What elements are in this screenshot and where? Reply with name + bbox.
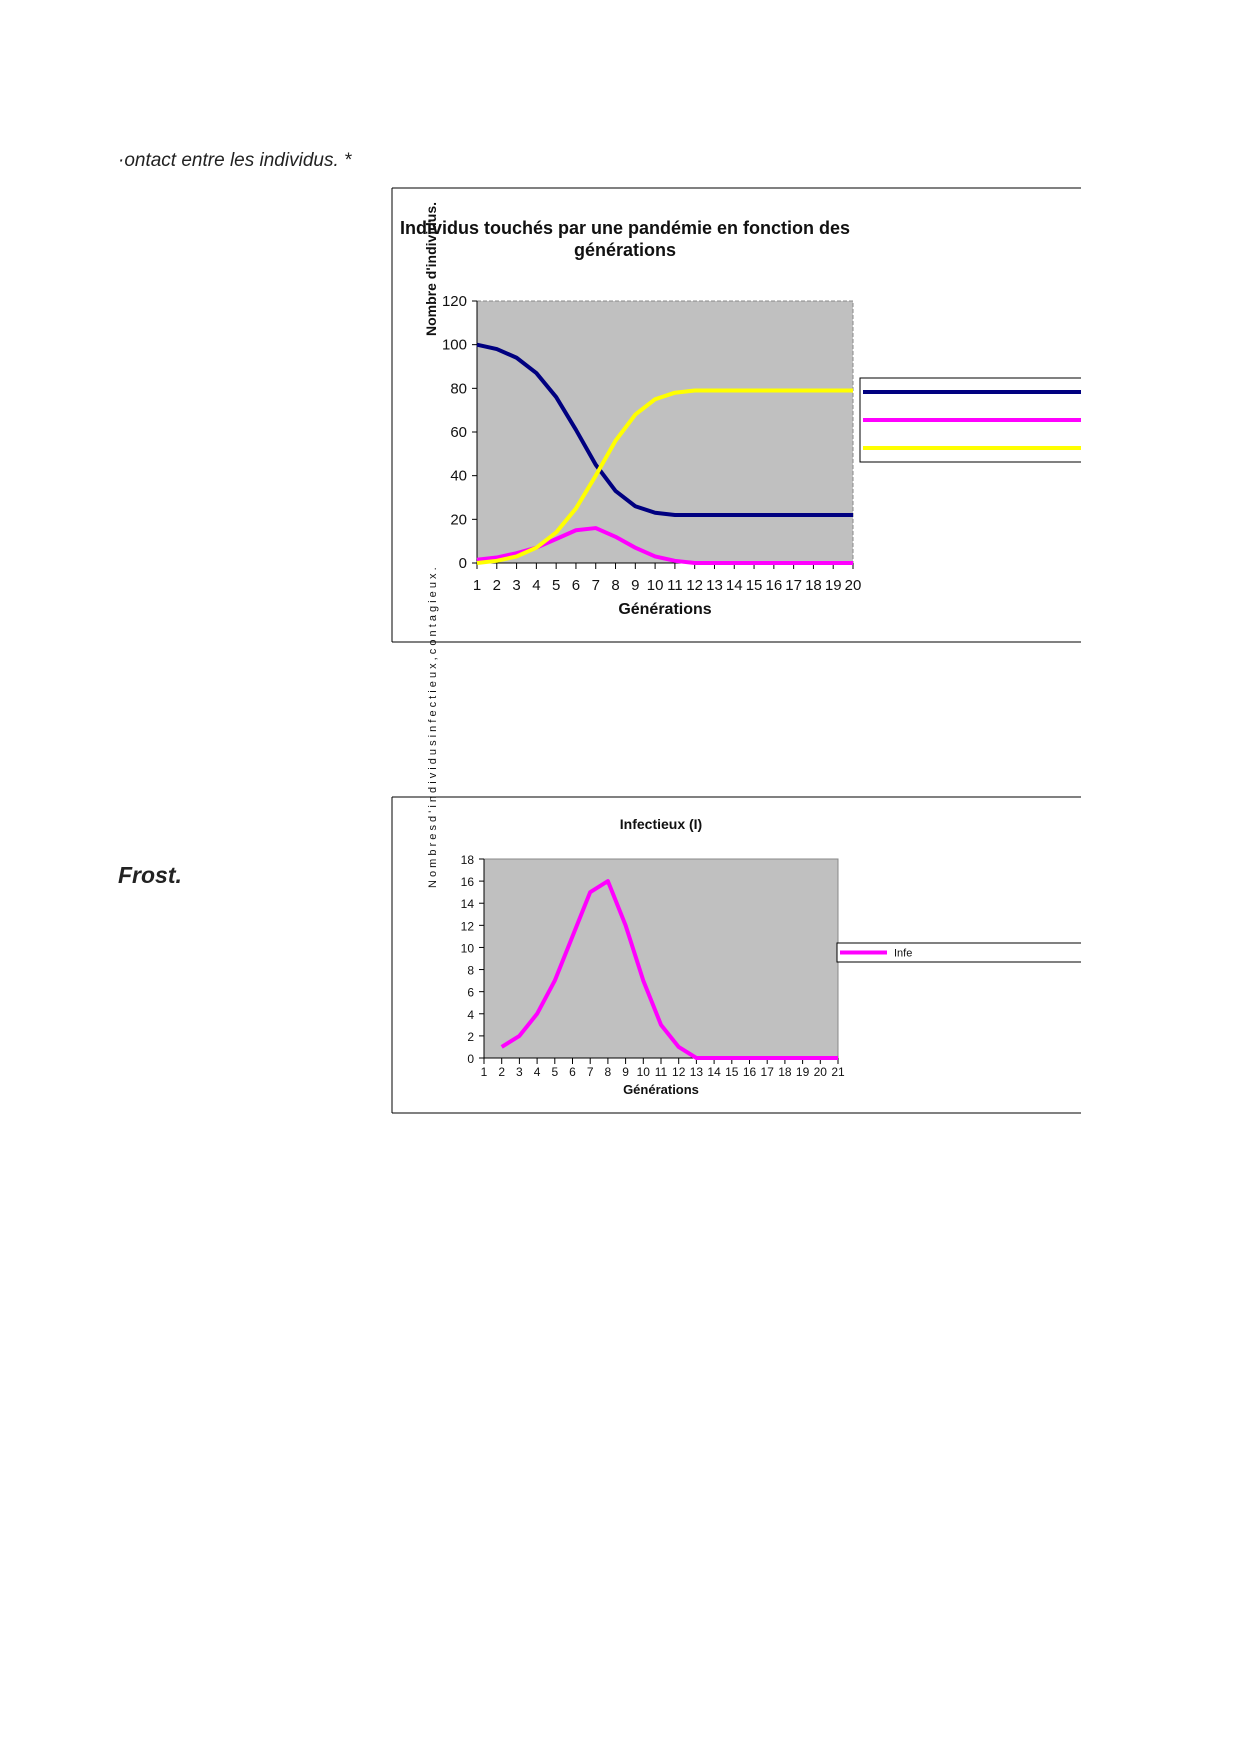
x-tick-label: 15 <box>725 1065 739 1079</box>
x-tick-label: 21 <box>831 1065 845 1079</box>
x-tick-label: 5 <box>552 577 560 594</box>
legend-label: Infe <box>894 948 912 960</box>
x-tick-label: 4 <box>534 1065 541 1079</box>
x-tick-label: 20 <box>845 577 862 594</box>
y-tick-label: 14 <box>461 897 475 911</box>
y-tick-label: 0 <box>459 555 467 572</box>
y-tick-label: 40 <box>450 468 467 485</box>
y-tick-label: 2 <box>467 1030 474 1044</box>
x-tick-label: 11 <box>667 577 683 594</box>
y-tick-label: 16 <box>461 875 475 889</box>
y-tick-label: 20 <box>450 511 467 528</box>
y-tick-label: 6 <box>467 986 474 1000</box>
x-tick-label: 2 <box>493 577 501 594</box>
frost-text: Frost. <box>118 862 182 888</box>
x-tick-label: 9 <box>631 577 639 594</box>
x-tick-label: 8 <box>605 1065 612 1079</box>
y-tick-label: 4 <box>467 1008 474 1022</box>
y-tick-label: 120 <box>442 293 467 310</box>
series-line-R <box>476 388 853 565</box>
y-tick-label: 80 <box>450 380 467 397</box>
x-tick-label: 1 <box>481 1065 488 1079</box>
x-tick-label: 18 <box>805 577 822 594</box>
y-tick-label: 10 <box>461 941 475 955</box>
x-tick-label: 6 <box>569 1065 576 1079</box>
x-tick-label: 20 <box>814 1065 828 1079</box>
chart-title: Individus touchés par une pandémie en fo… <box>400 218 850 238</box>
y-axis-label-main: Nombre d'individus. <box>423 202 439 336</box>
x-tick-label: 17 <box>785 577 802 594</box>
x-tick-label: 8 <box>611 577 619 594</box>
x-tick-label: 10 <box>647 577 664 594</box>
y-tick-label: 100 <box>442 337 467 354</box>
y-tick-label: 12 <box>461 919 475 933</box>
x-tick-label: 7 <box>592 577 600 594</box>
x-tick-label: 14 <box>707 1065 721 1079</box>
x-tick-label: 5 <box>551 1065 558 1079</box>
x-tick-label: 3 <box>512 577 520 594</box>
series-line-Infe <box>500 879 838 1060</box>
x-tick-label: 17 <box>761 1065 775 1079</box>
x-tick-label: 11 <box>655 1065 668 1079</box>
legend-box <box>836 942 1081 963</box>
x-tick-label: 14 <box>726 577 743 594</box>
y-axis-label-infectious: N o m b r e s d ' i n d i v i d u s i n … <box>427 567 439 888</box>
intro-text: ·ontact entre les individus. * <box>118 150 352 171</box>
x-tick-label: 19 <box>796 1065 810 1079</box>
x-tick-label: 4 <box>532 577 540 594</box>
plot-area <box>483 858 839 1059</box>
x-tick-label: 2 <box>498 1065 505 1079</box>
x-tick-label: 3 <box>516 1065 523 1079</box>
chart-title: Infectieux (I) <box>620 816 702 832</box>
x-tick-label: 12 <box>686 577 703 594</box>
x-axis-label: Générations <box>623 1082 699 1097</box>
x-tick-label: 16 <box>743 1065 757 1079</box>
x-tick-label: 15 <box>746 577 763 594</box>
series-line-S <box>476 342 853 517</box>
x-tick-label: 13 <box>690 1065 704 1079</box>
x-tick-label: 16 <box>765 577 782 594</box>
x-tick-label: 1 <box>473 577 481 594</box>
x-tick-label: 10 <box>637 1065 651 1079</box>
x-tick-label: 12 <box>672 1065 686 1079</box>
y-tick-label: 0 <box>467 1052 474 1066</box>
plot-area <box>476 300 854 564</box>
x-axis-label: Générations <box>618 601 711 618</box>
x-tick-label: 13 <box>706 577 723 594</box>
x-tick-label: 19 <box>825 577 842 594</box>
x-tick-label: 9 <box>622 1065 629 1079</box>
chart-title: générations <box>574 240 676 260</box>
x-tick-label: 7 <box>587 1065 594 1079</box>
x-tick-label: 18 <box>778 1065 792 1079</box>
x-tick-label: 6 <box>572 577 580 594</box>
y-tick-label: 8 <box>467 964 474 978</box>
y-tick-label: 18 <box>461 853 475 867</box>
y-tick-label: 60 <box>450 424 467 441</box>
